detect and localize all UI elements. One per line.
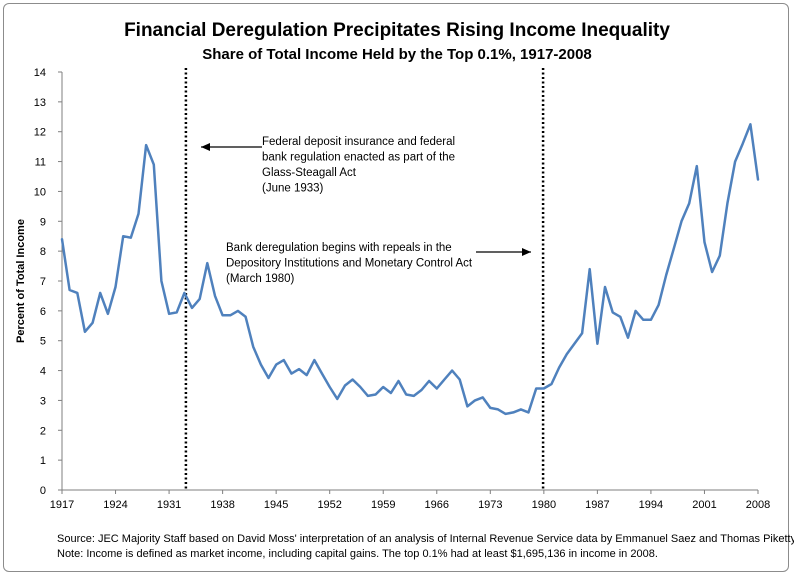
y-tick-label-4: 4 (40, 366, 46, 378)
annotation-2-arrow-head (522, 248, 531, 256)
y-tick-label-12: 12 (34, 127, 46, 139)
annotation-2-line-2: Depository Institutions and Monetary Con… (226, 258, 473, 270)
annotations-layer: Federal deposit insurance and federal ban… (201, 136, 531, 285)
x-tick-label-1987: 1987 (585, 499, 609, 511)
annotation-1-line-2: bank regulation enacted as part of the (262, 152, 455, 164)
series-layer (60, 123, 760, 416)
y-tick-label-10: 10 (34, 186, 46, 198)
annotation-1-line-1: Federal deposit insurance and federal (262, 136, 455, 148)
y-tick-label-2: 2 (40, 425, 46, 437)
y-tick-label-14: 14 (34, 67, 46, 79)
y-tick-label-13: 13 (34, 97, 46, 109)
y-tick-label-8: 8 (40, 246, 46, 258)
x-tick-label-1952: 1952 (317, 499, 341, 511)
chart-title: Financial Deregulation Precipitates Risi… (124, 20, 670, 41)
y-tick-label-9: 9 (40, 216, 46, 228)
x-tick-label-1994: 1994 (639, 499, 663, 511)
y-tick-label-5: 5 (40, 336, 46, 348)
x-tick-label-1938: 1938 (210, 499, 234, 511)
x-tick-label-1917: 1917 (50, 499, 74, 511)
x-tick-label-1945: 1945 (264, 499, 288, 511)
x-tick-label-1980: 1980 (532, 499, 556, 511)
x-tick-label-1973: 1973 (478, 499, 502, 511)
income-note: Note: Income is defined as market income… (57, 548, 658, 560)
y-axis-label: Percent of Total Income (15, 219, 27, 343)
x-tick-label-2008: 2008 (746, 499, 770, 511)
chart-frame (3, 3, 789, 572)
event-lines (184, 68, 545, 490)
x-tick-label-2001: 2001 (692, 499, 716, 511)
y-tick-label-1: 1 (40, 455, 46, 467)
x-tick-label-1924: 1924 (103, 499, 127, 511)
source-note: Source: JEC Majority Staff based on Davi… (57, 533, 794, 545)
x-tick-label-1966: 1966 (425, 499, 449, 511)
annotation-2-line-1: Bank deregulation begins with repeals in… (226, 242, 452, 254)
y-tick-label-3: 3 (40, 395, 46, 407)
y-tick-label-11: 11 (35, 157, 46, 169)
annotation-2-line-3: (March 1980) (226, 273, 295, 285)
annotation-1-line-4: (June 1933) (262, 183, 324, 195)
y-tick-label-6: 6 (40, 306, 46, 318)
y-tick-label-7: 7 (40, 276, 46, 288)
chart-subtitle: Share of Total Income Held by the Top 0.… (202, 46, 592, 63)
annotation-1-line-3: Glass-Steagall Act (262, 167, 357, 179)
x-tick-label-1931: 1931 (157, 499, 181, 511)
series-line-1 (60, 123, 760, 416)
annotation-1-arrow-head (201, 143, 210, 151)
x-tick-label-1959: 1959 (371, 499, 395, 511)
y-tick-label-0: 0 (40, 485, 46, 497)
